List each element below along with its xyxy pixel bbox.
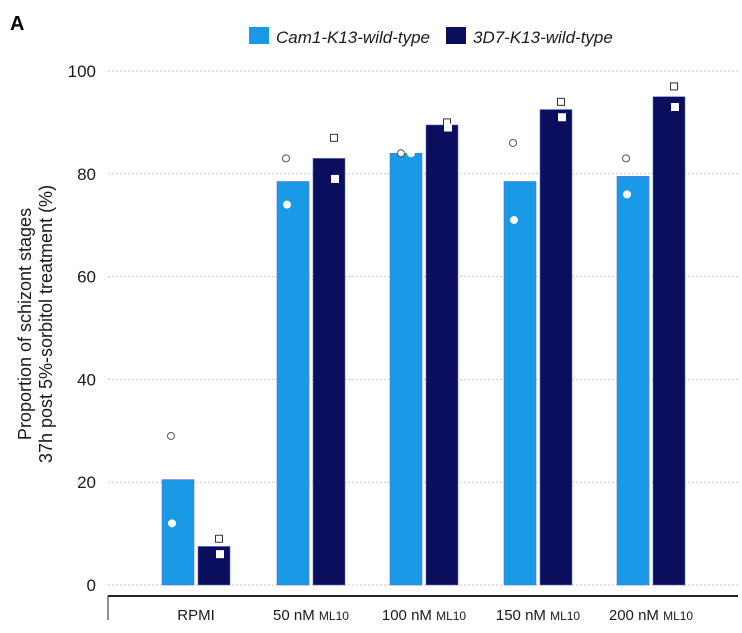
- legend-swatch-3d7: [446, 27, 466, 44]
- bar-cam1: [161, 479, 195, 586]
- legend-swatch-cam1: [249, 27, 269, 44]
- replicate-point: [283, 200, 291, 209]
- replicate-point: [622, 154, 630, 163]
- legend-label-cam1: Cam1-K13-wild-type: [276, 28, 430, 47]
- y-tick-label: 80: [77, 165, 96, 184]
- bar-cam1: [389, 152, 423, 586]
- replicate-point: [670, 82, 678, 91]
- x-tick-label: 200 nM ML10: [609, 607, 694, 624]
- y-tick-label: 40: [77, 370, 96, 389]
- bar-3d7: [425, 124, 459, 586]
- replicate-point: [558, 113, 566, 122]
- replicate-point: [510, 216, 518, 225]
- replicate-point: [330, 133, 338, 142]
- replicate-point: [168, 519, 176, 528]
- replicate-point: [671, 102, 679, 111]
- bar-cam1: [276, 181, 310, 586]
- replicate-point: [215, 534, 223, 543]
- y-tick-label: 0: [87, 576, 96, 595]
- legend-label-3d7: 3D7-K13-wild-type: [473, 28, 613, 47]
- y-tick-label: 60: [77, 268, 96, 287]
- replicate-point: [557, 97, 565, 106]
- replicate-point: [444, 123, 452, 132]
- replicate-point: [407, 149, 415, 158]
- bar-3d7: [197, 546, 231, 586]
- replicate-point: [397, 149, 405, 158]
- x-tick-labels: RPMI 50 nM ML10 100 nM ML10 150 nM ML10 200 …: [177, 607, 693, 624]
- x-tick-label: 150 nM ML10: [496, 607, 581, 624]
- bar-cam1: [616, 176, 650, 586]
- y-tick-labels: 0 20 40 60 80 100: [68, 62, 96, 595]
- y-axis-title-line2: 37h post 5%-sorbitol treatment (%): [36, 185, 56, 463]
- x-tick-label: 100 nM ML10: [382, 607, 467, 624]
- x-tick-label: 50 nM ML10: [273, 607, 349, 624]
- replicate-point: [623, 190, 631, 199]
- bars: [161, 96, 686, 586]
- y-axis-title-line1: Proportion of schizont stages: [15, 208, 35, 440]
- replicate-point: [509, 138, 517, 147]
- legend: Cam1-K13-wild-type 3D7-K13-wild-type: [249, 27, 613, 47]
- bar-3d7: [539, 109, 573, 586]
- replicate-point: [216, 550, 224, 559]
- replicate-point: [282, 154, 290, 163]
- y-tick-label: 100: [68, 62, 96, 81]
- y-tick-label: 20: [77, 473, 96, 492]
- replicate-points: [167, 82, 679, 559]
- panel-label: A: [10, 13, 24, 35]
- replicate-point: [167, 431, 175, 440]
- bar-3d7: [652, 96, 686, 586]
- bar-cam1: [503, 181, 537, 586]
- replicate-point: [331, 174, 339, 183]
- bar-3d7: [312, 158, 346, 586]
- x-tick-label: RPMI: [177, 607, 215, 624]
